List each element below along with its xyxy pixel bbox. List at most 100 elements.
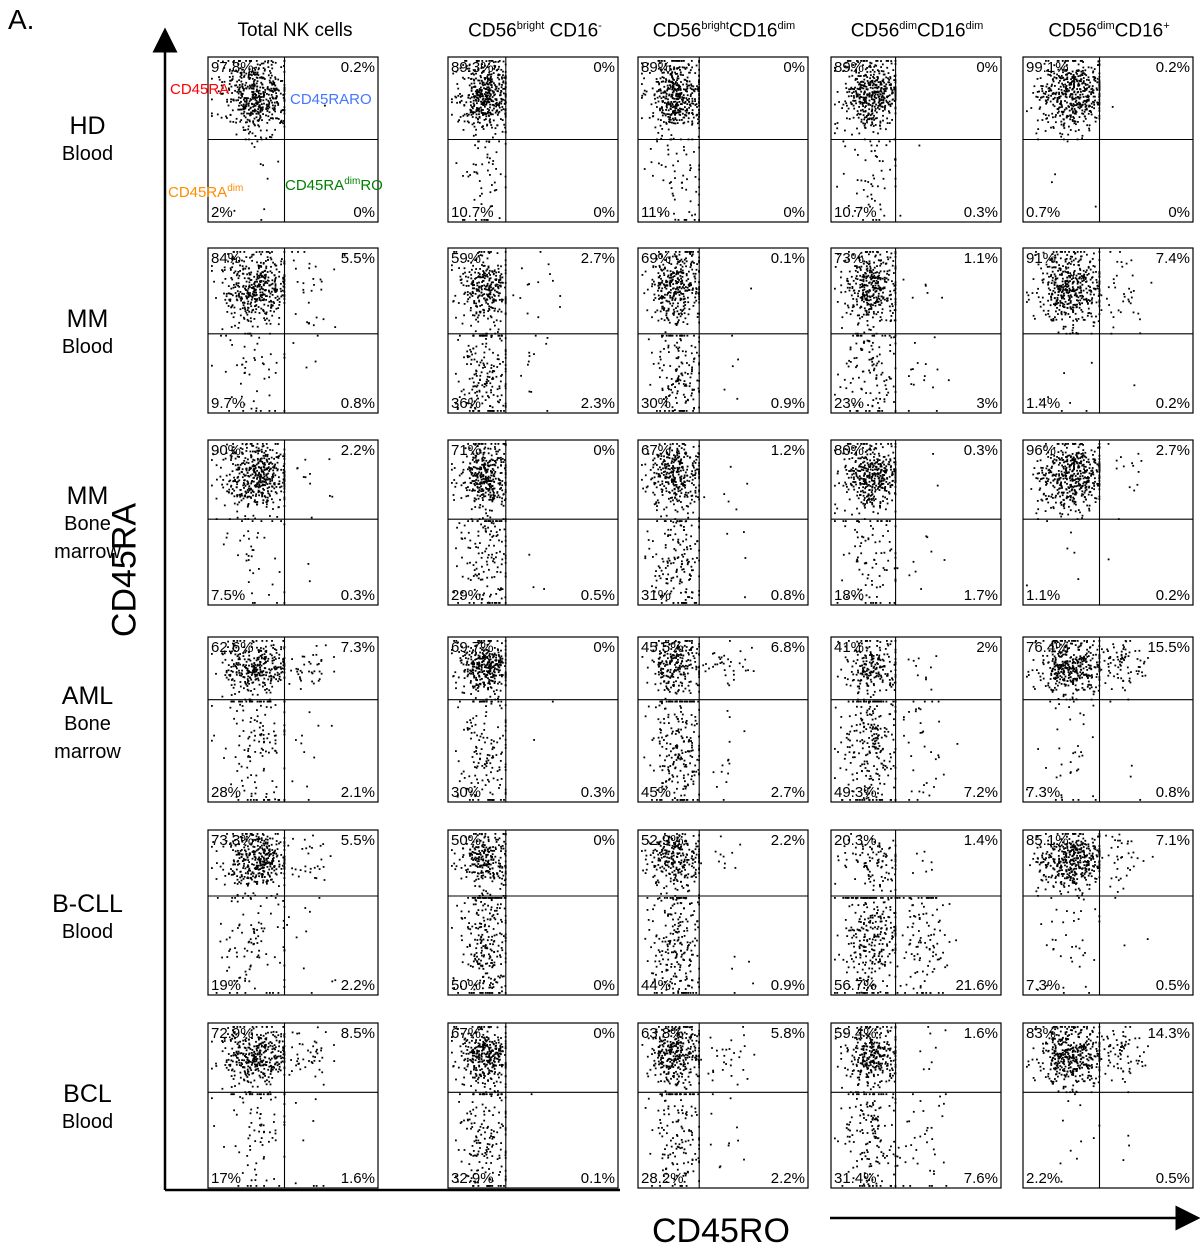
panel-frame <box>831 440 1001 605</box>
quadrant-pct-ul: 62.6% <box>211 639 254 656</box>
quadrant-pct-ur: 0% <box>976 59 998 76</box>
quadrant-pct-ll: 7.3% <box>1026 977 1060 994</box>
quadrant-pct-ll: 28.2% <box>641 1170 684 1187</box>
quadrant-pct-ur: 1.1% <box>964 250 998 267</box>
quadrant-pct-lr: 0.3% <box>964 204 998 221</box>
panel-r5-c4: 83%14.3%2.2%0.5% <box>1023 1023 1193 1188</box>
quadrant-pct-ur: 2.2% <box>771 832 805 849</box>
panel-frame <box>208 830 378 995</box>
quadrant-pct-ll: 29% <box>451 587 481 604</box>
quadrant-pct-ul: 63.8% <box>641 1025 684 1042</box>
panel-r4-c2: 52.9%2.2%44%0.9% <box>638 830 808 995</box>
quadrant-pct-ur: 8.5% <box>341 1025 375 1042</box>
quadrant-pct-lr: 0.1% <box>581 1170 615 1187</box>
quadrant-pct-lr: 0.5% <box>581 587 615 604</box>
quadrant-label-upper-right: CD45RARO <box>290 91 372 108</box>
quadrant-pct-ll: 28% <box>211 784 241 801</box>
quadrant-pct-ll: 23% <box>834 395 864 412</box>
quadrant-pct-lr: 2.3% <box>581 395 615 412</box>
quadrant-pct-ll: 2.2% <box>1026 1170 1060 1187</box>
quadrant-pct-lr: 0% <box>783 204 805 221</box>
panel-frame <box>831 248 1001 413</box>
panel-r3-c4: 76.4%15.5%7.3%0.8% <box>1023 637 1193 802</box>
quadrant-pct-lr: 2.2% <box>341 977 375 994</box>
quadrant-pct-ul: 59% <box>451 250 481 267</box>
quadrant-pct-ur: 15.5% <box>1147 639 1190 656</box>
panel-r0-c1: 89.3%0%10.7%0% <box>448 57 618 222</box>
quadrant-pct-lr: 0% <box>1168 204 1190 221</box>
quadrant-pct-lr: 0.8% <box>341 395 375 412</box>
quadrant-pct-ll: 0.7% <box>1026 204 1060 221</box>
quadrant-pct-ur: 0% <box>593 832 615 849</box>
quadrant-pct-ul: 83% <box>1026 1025 1056 1042</box>
quadrant-pct-ll: 44% <box>641 977 671 994</box>
panel-r0-c4: 99.1% 0.2% 0.7% 0% <box>1023 57 1193 222</box>
quadrant-pct-ll: 10.7% <box>834 204 877 221</box>
quadrant-pct-ll: 56.7% <box>834 977 877 994</box>
panel-r2-c1: 71% 0% 29% 0.5% <box>448 440 618 605</box>
quadrant-pct-ul: 59.4% <box>834 1025 877 1042</box>
quadrant-pct-lr: 7.2% <box>964 784 998 801</box>
quadrant-pct-ul: 89% <box>641 59 671 76</box>
quadrant-pct-ur: 0% <box>593 442 615 459</box>
quadrant-pct-ll: 30% <box>451 784 481 801</box>
quadrant-pct-lr: 21.6% <box>955 977 998 994</box>
panel-r3-c2: 45.5%6.8%45%2.7% <box>638 637 808 802</box>
panel-r5-c2: 63.8%5.8%28.2%2.2% <box>638 1023 808 1188</box>
quadrant-pct-ul: 41% <box>834 639 864 656</box>
quadrant-pct-ur: 5.8% <box>771 1025 805 1042</box>
quadrant-pct-ul: 99.1% <box>1026 59 1069 76</box>
quadrant-pct-ur: 0% <box>783 59 805 76</box>
quadrant-label-upper-left: CD45RA <box>170 81 229 98</box>
quadrant-pct-ul: 67% <box>641 442 671 459</box>
panel-r4-c1: 50%0%50%0% <box>448 830 618 995</box>
panel-r4-c4: 85.1%7.1%7.3%0.5% <box>1023 830 1193 995</box>
quadrant-pct-ll: 36% <box>451 395 481 412</box>
quadrant-pct-ur: 1.2% <box>771 442 805 459</box>
panel-r2-c4: 96%2.7%1.1%0.2% <box>1023 440 1193 605</box>
panel-r3-c3: 41%2%49.3%7.2% <box>831 637 1001 802</box>
quadrant-pct-ul: 73.3% <box>211 832 254 849</box>
quadrant-pct-ll: 9.7% <box>211 395 245 412</box>
quadrant-pct-ur: 5.5% <box>341 832 375 849</box>
quadrant-pct-ur: 5.5% <box>341 250 375 267</box>
quadrant-pct-ul: 90% <box>211 442 241 459</box>
quadrant-pct-ll: 11% <box>641 204 670 221</box>
quadrant-pct-ur: 0.2% <box>1156 59 1190 76</box>
panel-r1-c2: 69%0.1%30%0.9% <box>638 248 808 413</box>
quadrant-pct-ll: 32.9% <box>451 1170 494 1187</box>
quadrant-pct-lr: 0.9% <box>771 977 805 994</box>
panel-frame <box>448 1023 618 1188</box>
quadrant-pct-ul: 96% <box>1026 442 1056 459</box>
quadrant-pct-lr: 2.7% <box>771 784 805 801</box>
quadrant-pct-ll: 31.4% <box>834 1170 877 1187</box>
panel-frame <box>638 1023 808 1188</box>
quadrant-pct-ul: 45.5% <box>641 639 684 656</box>
quadrant-pct-ll: 1.4% <box>1026 395 1060 412</box>
quadrant-pct-lr: 0.2% <box>1156 587 1190 604</box>
quadrant-pct-ul: 89% <box>834 59 864 76</box>
quadrant-pct-ll: 18% <box>834 587 864 604</box>
quadrant-pct-ur: 0.2% <box>341 59 375 76</box>
quadrant-pct-ul: 91% <box>1026 250 1056 267</box>
panel-r1-c1: 59%2.7%36%2.3% <box>448 248 618 413</box>
quadrant-pct-ll: 45% <box>641 784 671 801</box>
quadrant-pct-ur: 0% <box>593 639 615 656</box>
quadrant-pct-lr: 0.5% <box>1156 977 1190 994</box>
quadrant-pct-ul: 89.3% <box>451 59 494 76</box>
panel-frame <box>831 637 1001 802</box>
quadrant-pct-ll: 1.1% <box>1026 587 1060 604</box>
quadrant-pct-lr: 0.8% <box>1156 784 1190 801</box>
quadrant-pct-ll: 7.5% <box>211 587 245 604</box>
panel-r4-c0: 73.3%5.5%19%2.2% <box>208 830 378 995</box>
panel-frame <box>448 830 618 995</box>
panel-frame <box>638 830 808 995</box>
quadrant-pct-lr: 0% <box>593 204 615 221</box>
quadrant-pct-lr: 0.9% <box>771 395 805 412</box>
quadrant-pct-ll: 7.3% <box>1026 784 1060 801</box>
panel-frame <box>1023 248 1193 413</box>
quadrant-pct-ul: 71% <box>451 442 481 459</box>
quadrant-pct-ll: 30% <box>641 395 671 412</box>
quadrant-pct-lr: 0.3% <box>581 784 615 801</box>
quadrant-pct-ul: 69.7% <box>451 639 494 656</box>
